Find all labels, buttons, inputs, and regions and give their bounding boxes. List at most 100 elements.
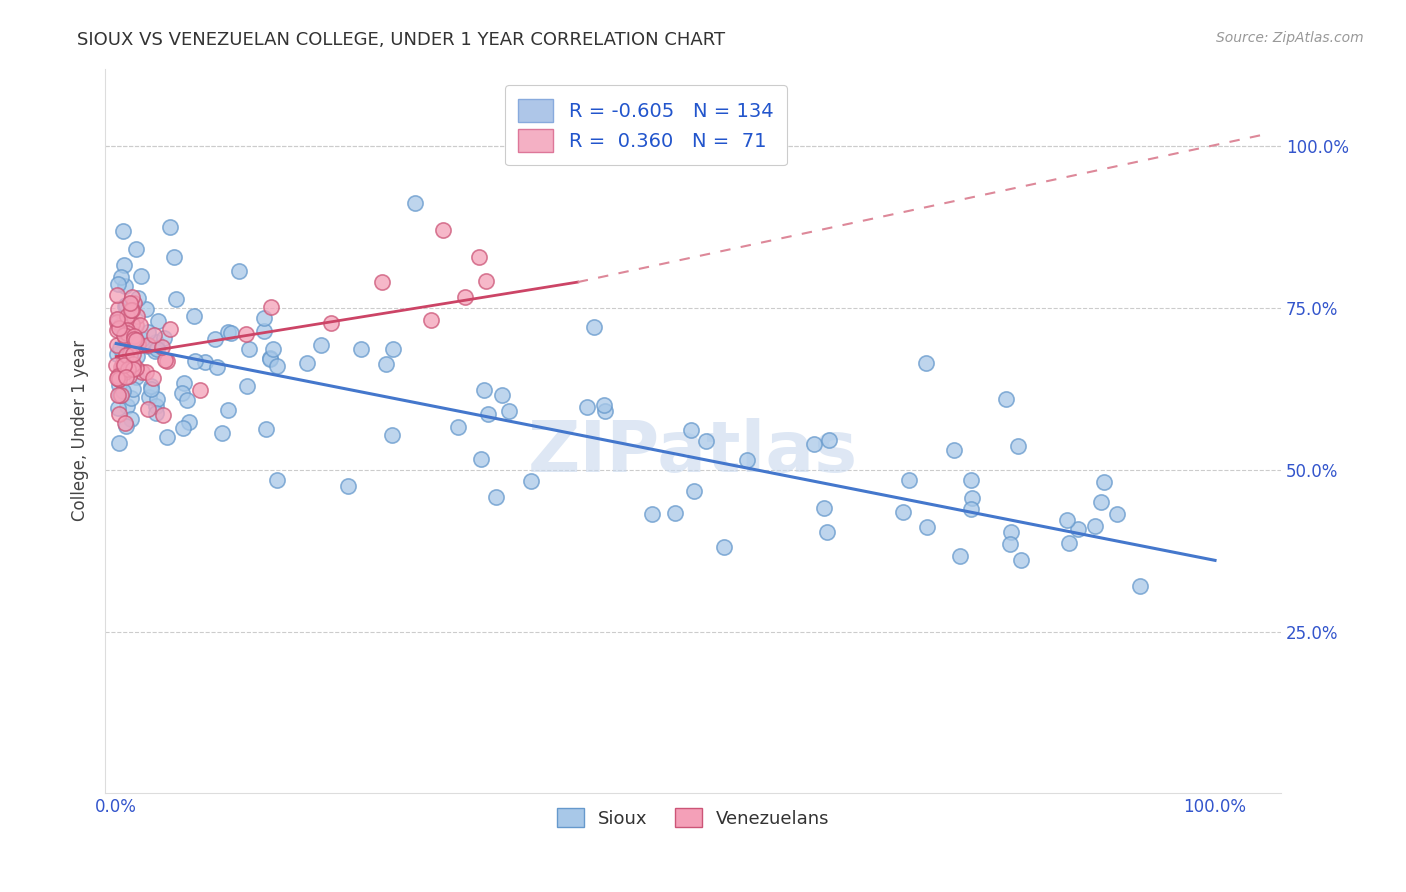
Point — [111, 324, 134, 338]
Point — [454, 290, 477, 304]
Point — [371, 275, 394, 289]
Point — [404, 196, 426, 211]
Point — [583, 319, 606, 334]
Point — [1129, 578, 1152, 592]
Point — [713, 540, 735, 554]
Point — [108, 372, 131, 386]
Point — [350, 342, 373, 356]
Point — [125, 369, 148, 384]
Point — [108, 341, 131, 355]
Point — [107, 369, 129, 384]
Point — [132, 336, 155, 351]
Point — [114, 298, 136, 312]
Point — [170, 386, 193, 401]
Point — [447, 420, 470, 434]
Point — [108, 371, 131, 385]
Point — [114, 416, 136, 430]
Point — [139, 383, 162, 397]
Point — [813, 501, 835, 516]
Point — [110, 363, 132, 377]
Point — [127, 337, 149, 351]
Point — [817, 525, 839, 540]
Point — [337, 479, 360, 493]
Point — [142, 371, 165, 385]
Point — [681, 424, 703, 438]
Point — [374, 357, 396, 371]
Point — [228, 264, 250, 278]
Point — [259, 351, 281, 366]
Point — [125, 333, 148, 347]
Point — [114, 299, 136, 313]
Point — [114, 326, 136, 341]
Point — [188, 383, 211, 397]
Point — [1007, 439, 1029, 453]
Point — [120, 303, 142, 318]
Point — [138, 390, 160, 404]
Point — [115, 370, 138, 384]
Point — [107, 312, 129, 326]
Point — [108, 436, 131, 450]
Point — [943, 443, 966, 458]
Point — [105, 371, 128, 385]
Point — [1067, 522, 1090, 536]
Point — [127, 291, 149, 305]
Point — [183, 310, 205, 324]
Point — [117, 323, 139, 337]
Point — [1056, 513, 1078, 527]
Point — [105, 337, 128, 351]
Point — [593, 404, 616, 418]
Point — [262, 343, 284, 357]
Point — [172, 421, 194, 435]
Legend: Sioux, Venezuelans: Sioux, Venezuelans — [550, 801, 837, 835]
Point — [235, 326, 257, 341]
Point — [194, 355, 217, 369]
Point — [156, 430, 179, 444]
Point — [165, 293, 187, 307]
Point — [468, 250, 491, 264]
Point — [110, 269, 132, 284]
Text: SIOUX VS VENEZUELAN COLLEGE, UNDER 1 YEAR CORRELATION CHART: SIOUX VS VENEZUELAN COLLEGE, UNDER 1 YEA… — [77, 31, 725, 49]
Point — [319, 317, 342, 331]
Point — [107, 277, 129, 291]
Point — [120, 391, 142, 405]
Point — [110, 318, 132, 332]
Point — [664, 506, 686, 520]
Point — [1057, 536, 1080, 550]
Point — [641, 507, 664, 521]
Point — [108, 320, 131, 334]
Point — [381, 428, 404, 442]
Point — [135, 301, 157, 316]
Point — [114, 279, 136, 293]
Point — [962, 491, 984, 505]
Point — [891, 505, 914, 519]
Point — [110, 360, 132, 375]
Point — [737, 453, 759, 467]
Point — [146, 392, 169, 407]
Point — [470, 452, 492, 467]
Point — [143, 343, 166, 358]
Point — [125, 318, 148, 332]
Point — [960, 473, 983, 487]
Point — [120, 412, 142, 426]
Point — [118, 312, 141, 326]
Point — [125, 309, 148, 323]
Point — [115, 326, 138, 341]
Point — [498, 404, 520, 418]
Point — [1092, 475, 1115, 490]
Point — [114, 365, 136, 379]
Point — [125, 360, 148, 375]
Point — [135, 365, 157, 379]
Point — [491, 388, 513, 402]
Point — [107, 401, 129, 415]
Point — [105, 347, 128, 361]
Point — [253, 324, 276, 338]
Point — [120, 318, 142, 332]
Point — [145, 342, 167, 356]
Point — [121, 299, 143, 313]
Point — [1105, 508, 1128, 522]
Point — [122, 328, 145, 343]
Point — [121, 326, 143, 341]
Point — [159, 322, 181, 336]
Point — [1090, 495, 1112, 509]
Point — [211, 425, 233, 440]
